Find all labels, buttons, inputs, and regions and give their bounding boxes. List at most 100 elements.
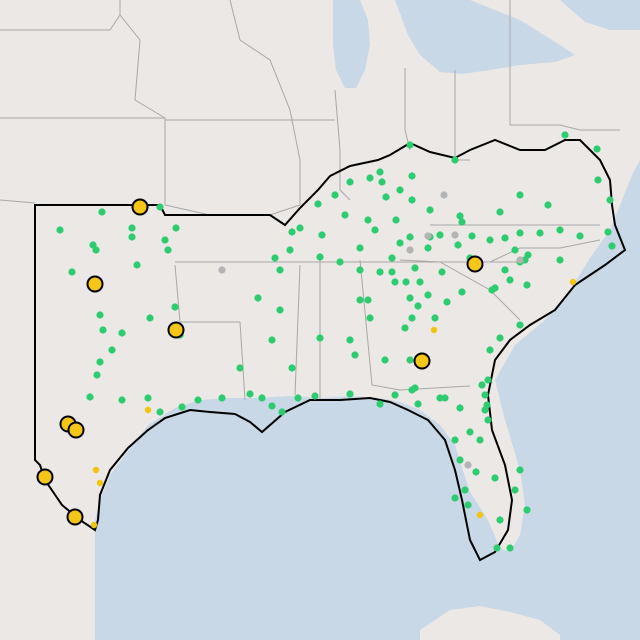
map-point-yellow (569, 278, 577, 286)
map-point-green (146, 314, 154, 322)
map-marker-large[interactable] (67, 421, 85, 439)
map-point-green (356, 296, 364, 304)
map-point-yellow (144, 406, 152, 414)
map-point-green (466, 428, 474, 436)
map-point-green (161, 236, 169, 244)
map-point-green (406, 141, 414, 149)
map-point-green (144, 394, 152, 402)
map-marker-large[interactable] (466, 255, 484, 273)
map-point-green (484, 416, 492, 424)
map-point-green (316, 334, 324, 342)
map-point-green (511, 246, 519, 254)
map-marker-large[interactable] (36, 468, 54, 486)
map-point-green (481, 406, 489, 414)
map-point-green (493, 544, 501, 552)
map-marker-large[interactable] (167, 321, 185, 339)
map-point-green (523, 281, 531, 289)
map-point-green (521, 256, 529, 264)
map-point-green (451, 156, 459, 164)
map-point-yellow (90, 521, 98, 529)
map-point-green (556, 226, 564, 234)
map-point-green (366, 314, 374, 322)
lake-ontario (560, 0, 640, 30)
map-point-green (351, 351, 359, 359)
lake-huron-erie (395, 0, 575, 74)
map-point-green (511, 486, 519, 494)
map-point-green (278, 408, 286, 416)
map-point-green (468, 232, 476, 240)
map-point-green (96, 358, 104, 366)
map-point-green (364, 296, 372, 304)
map-point-green (376, 168, 384, 176)
map-point-green (331, 191, 339, 199)
map-point-green (414, 302, 422, 310)
map-point-green (496, 208, 504, 216)
map-point-green (128, 224, 136, 232)
map-point-green (346, 390, 354, 398)
map-point-green (456, 212, 464, 220)
map-point-green (258, 394, 266, 402)
map-point-green (96, 311, 104, 319)
map-point-gray (451, 231, 459, 239)
map-point-green (341, 211, 349, 219)
map-marker-large[interactable] (413, 352, 431, 370)
map-point-green (523, 506, 531, 514)
map-point-green (98, 208, 106, 216)
map-point-green (396, 186, 404, 194)
map-point-green (376, 268, 384, 276)
map-point-green (454, 241, 462, 249)
map-point-green (594, 176, 602, 184)
map-marker-large[interactable] (86, 275, 104, 293)
map-point-green (608, 242, 616, 250)
map-point-green (436, 394, 444, 402)
map-point-green (496, 516, 504, 524)
map-point-green (501, 234, 509, 242)
map-point-green (388, 254, 396, 262)
map-point-green (118, 396, 126, 404)
map-point-green (516, 321, 524, 329)
map-point-green (128, 233, 136, 241)
map-point-green (236, 364, 244, 372)
map-point-green (254, 294, 262, 302)
map-marker-large[interactable] (66, 508, 84, 526)
map-point-green (456, 404, 464, 412)
map-point-green (246, 390, 254, 398)
map-point-green (68, 268, 76, 276)
map-point-green (371, 226, 379, 234)
map-point-green (486, 346, 494, 354)
map-point-green (416, 278, 424, 286)
map-point-green (381, 356, 389, 364)
map-point-green (356, 266, 364, 274)
map-point-green (604, 228, 612, 236)
map-point-green (436, 231, 444, 239)
map-point-green (516, 466, 524, 474)
map-point-gray (440, 191, 448, 199)
map-point-green (516, 191, 524, 199)
map-point-green (314, 200, 322, 208)
map-point-green (118, 329, 126, 337)
map-point-green (496, 334, 504, 342)
map-point-green (478, 381, 486, 389)
map-point-green (472, 468, 480, 476)
map-point-green (396, 239, 404, 247)
map-point-green (408, 314, 416, 322)
map-point-green (458, 288, 466, 296)
map-point-green (424, 291, 432, 299)
map-point-green (516, 229, 524, 237)
map-point-green (606, 196, 614, 204)
map-point-green (276, 306, 284, 314)
map-point-gray (406, 246, 414, 254)
map-point-green (441, 394, 449, 402)
map-marker-large[interactable] (131, 198, 149, 216)
map-point-green (406, 294, 414, 302)
map-point-green (402, 278, 410, 286)
points-layer (56, 131, 616, 552)
map-point-green (443, 298, 451, 306)
map-point-green (401, 324, 409, 332)
map-point-green (172, 224, 180, 232)
map-point-green (501, 266, 509, 274)
map-point-green (464, 501, 472, 509)
map-point-green (99, 326, 107, 334)
map-point-green (561, 131, 569, 139)
